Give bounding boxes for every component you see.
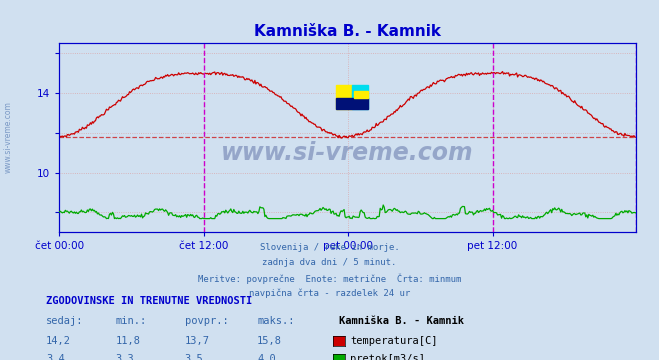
Text: 4,0: 4,0 — [257, 354, 275, 360]
Text: 15,8: 15,8 — [257, 336, 282, 346]
Text: 3,3: 3,3 — [115, 354, 134, 360]
Title: Kamniška B. - Kamnik: Kamniška B. - Kamnik — [254, 24, 441, 39]
Text: zadnja dva dni / 5 minut.: zadnja dva dni / 5 minut. — [262, 258, 397, 267]
Text: www.si-vreme.com: www.si-vreme.com — [221, 141, 474, 165]
Text: temperatura[C]: temperatura[C] — [350, 336, 438, 346]
Bar — [336, 98, 368, 109]
Text: pretok[m3/s]: pretok[m3/s] — [350, 354, 425, 360]
Text: Slovenija / reke in morje.: Slovenija / reke in morje. — [260, 243, 399, 252]
Bar — [353, 91, 368, 98]
Text: maks.:: maks.: — [257, 316, 295, 326]
Bar — [336, 85, 352, 109]
Text: Meritve: povprečne  Enote: metrične  Črta: minmum: Meritve: povprečne Enote: metrične Črta:… — [198, 273, 461, 284]
Text: 11,8: 11,8 — [115, 336, 140, 346]
Text: 3,5: 3,5 — [185, 354, 203, 360]
Text: ZGODOVINSKE IN TRENUTNE VREDNOSTI: ZGODOVINSKE IN TRENUTNE VREDNOSTI — [46, 296, 252, 306]
Text: 13,7: 13,7 — [185, 336, 210, 346]
Text: navpična črta - razdelek 24 ur: navpična črta - razdelek 24 ur — [249, 288, 410, 298]
Text: 14,2: 14,2 — [46, 336, 71, 346]
Bar — [352, 85, 368, 109]
Text: sedaj:: sedaj: — [46, 316, 84, 326]
Text: min.:: min.: — [115, 316, 146, 326]
Text: www.si-vreme.com: www.si-vreme.com — [3, 101, 13, 173]
Text: 3,4: 3,4 — [46, 354, 65, 360]
Text: Kamniška B. - Kamnik: Kamniška B. - Kamnik — [339, 316, 465, 326]
Text: povpr.:: povpr.: — [185, 316, 228, 326]
